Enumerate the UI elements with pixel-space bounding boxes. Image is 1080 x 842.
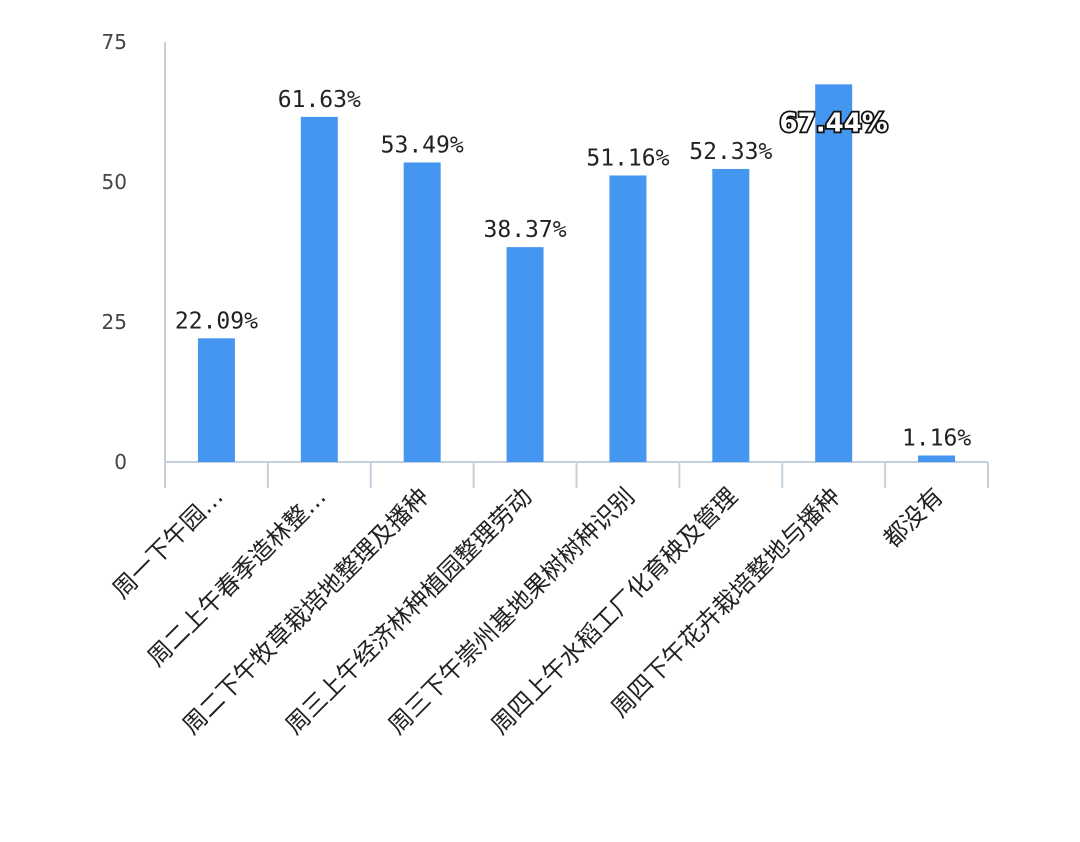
data-label: 38.37%: [484, 217, 567, 243]
bar: [300, 116, 338, 462]
y-axis: 0 25 50 75: [102, 30, 166, 474]
data-label: 53.49%: [381, 132, 464, 158]
data-labels: 22.09% 61.63% 53.49% 38.37% 51.16% 52.33% 67.4…: [175, 87, 971, 452]
x-category-label: 都没有: [878, 482, 949, 553]
category-labels: 周一下午园…周二上午春季造林整…周二下午牧草栽培地整理及播种周三上午经济林种植园…: [107, 482, 949, 739]
bar: [918, 455, 956, 462]
bar: [712, 168, 750, 462]
y-tick-label: 50: [102, 170, 127, 194]
data-label: 52.33%: [689, 139, 772, 165]
bar: [506, 247, 544, 462]
bars: [197, 84, 956, 462]
x-axis: [164, 461, 989, 488]
bar: [815, 84, 853, 462]
bar: [609, 175, 647, 462]
data-label: 61.63%: [278, 87, 361, 113]
data-label: 51.16%: [586, 146, 669, 172]
bar: [197, 338, 235, 462]
y-tick-label: 0: [114, 450, 127, 474]
y-tick-label: 25: [102, 310, 127, 334]
y-tick-label: 75: [102, 30, 127, 54]
data-label: 1.16%: [902, 426, 971, 452]
x-category-label: 周二上午春季造林整…: [142, 482, 332, 672]
data-label: 67.44%: [780, 108, 888, 138]
bar: [403, 162, 441, 462]
data-label: 22.09%: [175, 308, 258, 334]
